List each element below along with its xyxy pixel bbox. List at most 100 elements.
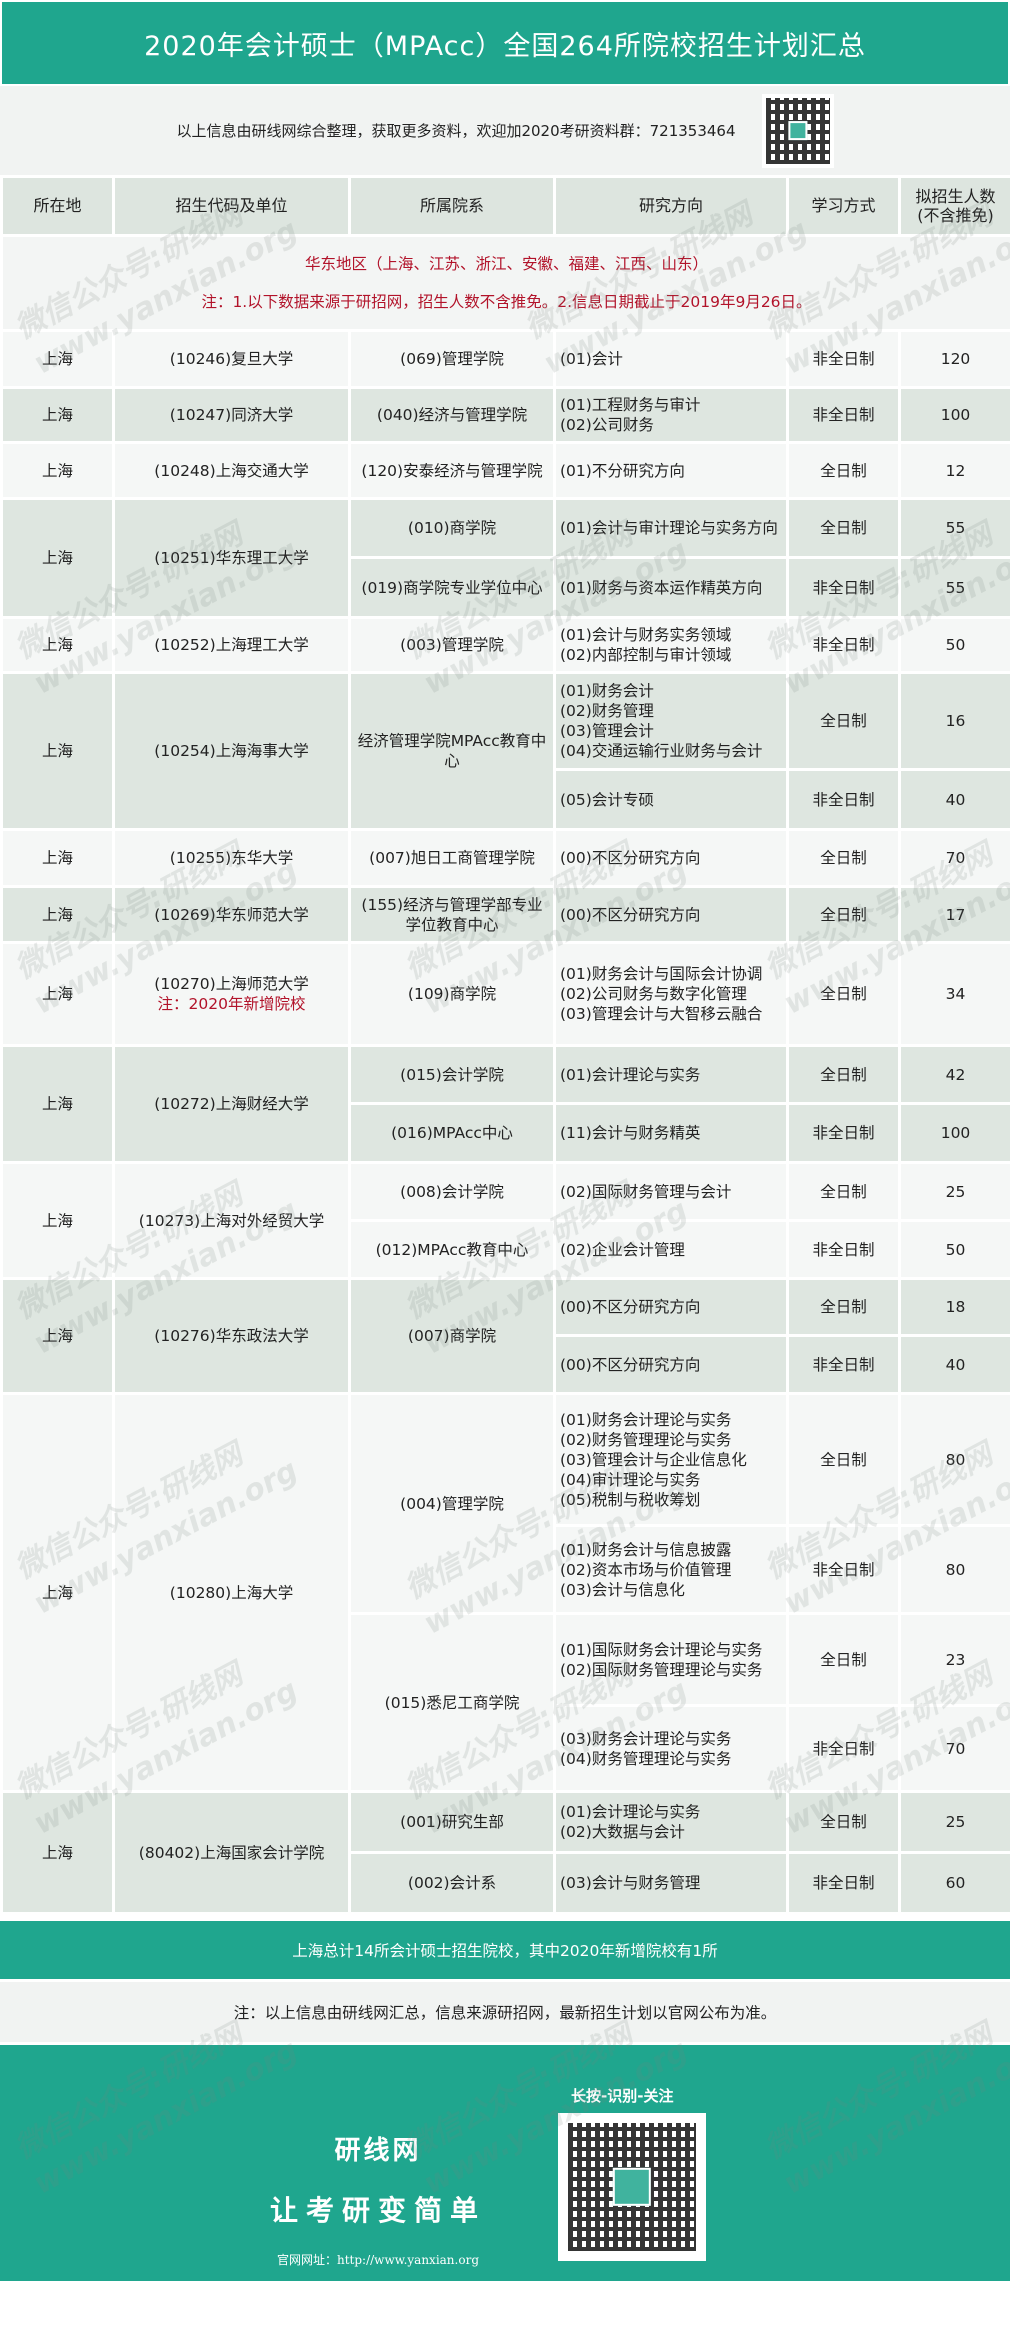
- unit-cell: (10247)同济大学: [115, 389, 348, 441]
- direction-cell: (02)企业会计管理: [556, 1222, 786, 1277]
- direction-cell: (01)财务会计理论与实务 (02)财务管理理论与实务 (03)管理会计与企业信…: [556, 1395, 786, 1524]
- study-mode-cell: 非全日制: [789, 619, 898, 671]
- quota-cell: 16: [901, 674, 1010, 768]
- department-cell: (008)会计学院: [351, 1164, 553, 1219]
- study-mode-cell: 非全日制: [789, 1527, 898, 1612]
- table-row: (03)财务会计理论与实务 (04)财务管理理论与实务 非全日制 70: [3, 1707, 1010, 1790]
- study-mode-cell: 全日制: [789, 1615, 898, 1704]
- unit-name: (10247)同济大学: [169, 406, 294, 424]
- unit-cell: (10246)复旦大学: [115, 332, 348, 386]
- direction-cell: (11)会计与财务精英: [556, 1105, 786, 1161]
- study-mode-cell: 全日制: [789, 944, 898, 1044]
- info-text: 以上信息由研线网综合整理，获取更多资料，欢迎加2020考研资料群：7213534…: [176, 122, 736, 140]
- quota-cell: 23: [901, 1615, 1010, 1704]
- footer: 研线网 让考研变简单 官网网址：http://www.yanxian.org 长…: [0, 2045, 1010, 2281]
- quota-cell: 80: [901, 1395, 1010, 1524]
- quota-cell: 120: [901, 332, 1010, 386]
- unit-name: (10270)上海师范大学: [154, 975, 309, 993]
- quota-cell: 100: [901, 1105, 1010, 1161]
- unit-cell: (80402)上海国家会计学院: [115, 1793, 348, 1912]
- study-mode-cell: 全日制: [789, 888, 898, 941]
- info-banner: 以上信息由研线网综合整理，获取更多资料，欢迎加2020考研资料群：7213534…: [0, 86, 1010, 178]
- table-row: (019)商学院专业学位中心 (01)财务与资本运作精英方向 非全日制 55: [3, 559, 1010, 616]
- direction-cell: (00)不区分研究方向: [556, 1280, 786, 1334]
- unit-name: (80402)上海国家会计学院: [138, 1843, 325, 1862]
- study-mode-cell: 非全日制: [789, 1854, 898, 1912]
- brand-block: 研线网 让考研变简单 官网网址：http://www.yanxian.org: [270, 2130, 486, 2268]
- quota-cell: 17: [901, 888, 1010, 941]
- location-cell: 上海: [3, 1047, 112, 1161]
- unit-name: (10280)上海大学: [169, 1583, 294, 1602]
- website-link[interactable]: 官网网址：http://www.yanxian.org: [277, 2253, 479, 2267]
- location-cell: 上海: [3, 619, 112, 671]
- quota-cell: 70: [901, 1707, 1010, 1790]
- quota-cell: 25: [901, 1164, 1010, 1219]
- unit-name: (10248)上海交通大学: [154, 461, 309, 480]
- header-direction: 研究方向: [556, 178, 786, 234]
- enrollment-table: 所在地 招生代码及单位 所属院系 研究方向 学习方式 拟招生人数 (不含推免) …: [0, 175, 1010, 1915]
- header-location: 所在地: [3, 178, 112, 234]
- region-note: 注：1.以下数据来源于研招网，招生人数不含推免。2.信息日期截止于2019年9月…: [201, 293, 812, 311]
- department-cell: (016)MPAcc中心: [351, 1105, 553, 1161]
- table-row: 上海 (10248)上海交通大学 (120)安泰经济与管理学院 (01)不分研究方向全…: [3, 444, 1010, 497]
- direction-cell: (03)会计与财务管理: [556, 1854, 786, 1912]
- unit-name: (10246)复旦大学: [169, 350, 294, 368]
- unit-cell: (10269)华东师范大学: [115, 888, 348, 941]
- quota-cell: 25: [901, 1793, 1010, 1851]
- table-row: (01)财务会计与信息披露 (02)资本市场与价值管理 (03)会计与信息化 非全…: [3, 1527, 1010, 1612]
- unit-cell: (10251)华东理工大学: [115, 500, 348, 616]
- direction-cell: (01)会计与审计理论与实务方向: [556, 500, 786, 556]
- location-cell: 上海: [3, 332, 112, 386]
- direction-cell: (01)会计理论与实务 (02)大数据与会计: [556, 1793, 786, 1851]
- page-title: 2020年会计硕士（MPAcc）全国264所院校招生计划汇总: [0, 0, 1010, 86]
- quota-cell: 50: [901, 1222, 1010, 1277]
- study-mode-cell: 非全日制: [789, 1337, 898, 1392]
- table-row: (002)会计系 (03)会计与财务管理 非全日制 60: [3, 1854, 1010, 1912]
- direction-cell: (01)财务会计 (02)财务管理 (03)管理会计 (04)交通运输行业财务与…: [556, 674, 786, 768]
- table-row: 上海 (10276)华东政法大学 (007)商学院 (00)不区分研究方向 全日制 18: [3, 1280, 1010, 1392]
- table-row: (015)悉尼工商学院 (01)国际财务会计理论与实务 (02)国际财务管理理论与…: [3, 1615, 1010, 1790]
- quota-cell: 50: [901, 619, 1010, 671]
- direction-cell: (05)会计专硕: [556, 771, 786, 828]
- location-cell: 上海: [3, 1164, 112, 1277]
- table-row: (00)不区分研究方向 非全日制 40: [3, 1337, 1010, 1392]
- quota-cell: 12: [901, 444, 1010, 497]
- department-cell: (007)旭日工商管理学院: [351, 831, 553, 885]
- direction-cell: (03)财务会计理论与实务 (04)财务管理理论与实务: [556, 1707, 786, 1790]
- study-mode-cell: 非全日制: [789, 332, 898, 386]
- table-row: (012)MPAcc教育中心 (02)企业会计管理 非全日制 50: [3, 1222, 1010, 1277]
- direction-cell: (02)国际财务管理与会计: [556, 1164, 786, 1219]
- study-mode-cell: 全日制: [789, 831, 898, 885]
- unit-cell: (10252)上海理工大学: [115, 619, 348, 671]
- unit-name: (10272)上海财经大学: [154, 1095, 309, 1113]
- direction-cell: (01)财务会计与国际会计协调 (02)公司财务与数字化管理 (03)管理会计与…: [556, 944, 786, 1044]
- location-cell: 上海: [3, 389, 112, 441]
- study-mode-cell: 非全日制: [789, 1222, 898, 1277]
- department-cell: (155)经济与管理学部专业学位教育中心: [351, 888, 553, 941]
- region-row: 华东地区（上海、江苏、浙江、安徽、福建、江西、山东） 注：1.以下数据来源于研招…: [3, 237, 1010, 329]
- unit-name: (10251)华东理工大学: [154, 549, 309, 567]
- department-cell: (001)研究生部: [351, 1793, 553, 1851]
- quota-cell: 34: [901, 944, 1010, 1044]
- study-mode-cell: 全日制: [789, 500, 898, 556]
- table-row: 上海 (10254)上海海事大学 经济管理学院MPAcc教育中心 (01)财务会计 (…: [3, 674, 1010, 828]
- direction-cell: (00)不区分研究方向: [556, 1337, 786, 1392]
- region-name: 华东地区（上海、江苏、浙江、安徽、福建、江西、山东）: [304, 255, 708, 273]
- quota-cell: 80: [901, 1527, 1010, 1612]
- unit-cell: (10270)上海师范大学 注：2020年新增院校: [115, 944, 348, 1044]
- table-row: 上海 (10273)上海对外经贸大学 (008)会计学院 (02)国际财务管理与会计全…: [3, 1164, 1010, 1277]
- unit-name: (10269)华东师范大学: [154, 905, 309, 924]
- location-cell: 上海: [3, 888, 112, 941]
- department-cell: 经济管理学院MPAcc教育中心: [351, 674, 553, 828]
- header-unit: 招生代码及单位: [115, 178, 348, 234]
- study-mode-cell: 非全日制: [789, 1707, 898, 1790]
- department-cell: (069)管理学院: [351, 332, 553, 386]
- direction-cell: (01)国际财务会计理论与实务 (02)国际财务管理理论与实务: [556, 1615, 786, 1704]
- table-row: 上海 (10280)上海大学 (004)管理学院 (01)财务会计理论与实务 (02)…: [3, 1395, 1010, 1790]
- scan-hint: 长按-识别-关注: [571, 2087, 674, 2105]
- location-cell: 上海: [3, 944, 112, 1044]
- direction-cell: (01)会计理论与实务: [556, 1047, 786, 1102]
- unit-cell: (10254)上海海事大学: [115, 674, 348, 828]
- table-header-row: 所在地 招生代码及单位 所属院系 研究方向 学习方式 拟招生人数 (不含推免): [3, 178, 1010, 234]
- department-cell: (019)商学院专业学位中心: [351, 559, 553, 616]
